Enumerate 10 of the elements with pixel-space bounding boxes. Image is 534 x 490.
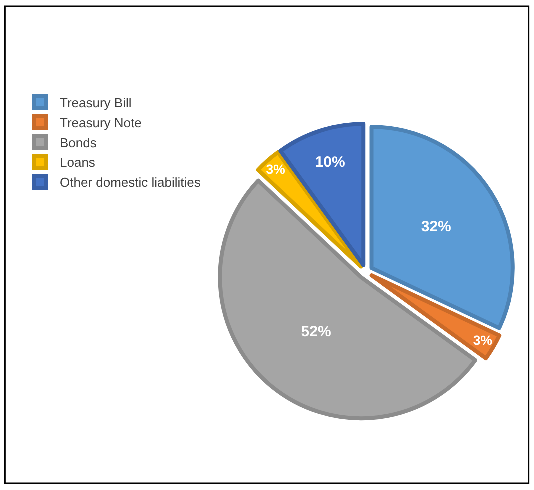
legend-label: Treasury Bill <box>60 96 132 111</box>
data-label: 10% <box>315 154 346 172</box>
data-label: 3% <box>473 333 493 348</box>
legend-label: Other domestic liabilities <box>60 175 202 190</box>
data-label: 3% <box>266 162 286 177</box>
legend-label: Treasury Note <box>60 115 142 130</box>
data-label: 52% <box>301 323 332 340</box>
legend-label: Loans <box>60 155 96 170</box>
legend-label: Bonds <box>60 135 98 150</box>
data-label: 32% <box>421 218 452 236</box>
